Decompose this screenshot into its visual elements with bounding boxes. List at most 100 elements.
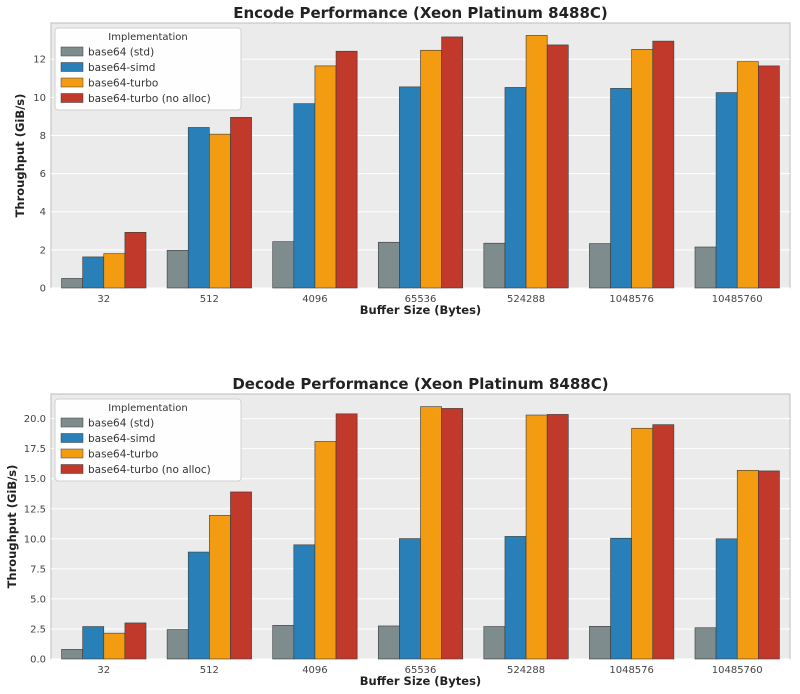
legend-swatch	[60, 433, 84, 443]
x-tick-label: 10485760	[712, 294, 763, 305]
bar-base64-simd-65536	[399, 538, 421, 660]
legend-box	[54, 398, 242, 482]
y-tick-label: 20.0	[24, 414, 46, 425]
bar-base64-std--524288	[483, 626, 506, 660]
x-tick-label: 32	[97, 294, 110, 305]
bar-base64-simd-65536	[399, 86, 421, 289]
bar-base64-turbo-1048576	[631, 49, 654, 289]
x-tick-label: 524288	[507, 294, 545, 305]
bar-base64-turbo-no-alloc--512	[230, 491, 252, 660]
chart-0: 0 2 4 6 8 10 12 32 512 4096 65536 524288 1048576 1048…	[13, 4, 791, 317]
legend-entry: base64-turbo	[88, 449, 158, 461]
y-tick-label: 0.0	[30, 655, 46, 666]
bar-base64-simd-524288	[504, 536, 527, 660]
bar-base64-turbo-10485760	[736, 470, 759, 660]
legend: Implementation base64 (std) base64-simd bas…	[54, 398, 242, 482]
y-tick-label: 12.5	[24, 504, 46, 515]
bar-base64-simd-32	[82, 256, 105, 289]
y-tick-label: 8	[40, 131, 46, 142]
bar-base64-turbo-10485760	[736, 61, 759, 289]
bar-base64-turbo-no-alloc--1048576	[652, 40, 675, 289]
y-tick-label: 7.5	[30, 564, 46, 575]
y-axis-label: Throughput (GiB/s)	[13, 94, 27, 218]
bar-base64-std--512	[166, 629, 189, 660]
legend-swatch	[60, 93, 84, 103]
x-tick-label: 512	[200, 294, 219, 305]
chart-title: Encode Performance (Xeon Platinum 8488C)	[233, 4, 608, 22]
legend-swatch	[60, 62, 84, 72]
legend-swatch	[60, 46, 84, 57]
bar-base64-std--32	[61, 649, 83, 660]
bar-base64-turbo-no-alloc--4096	[335, 50, 358, 289]
bar-base64-turbo-32	[103, 632, 126, 660]
bar-base64-turbo-no-alloc--65536	[441, 36, 464, 289]
bar-base64-simd-32	[82, 626, 105, 660]
bar-base64-turbo-no-alloc--10485760	[758, 470, 780, 660]
y-axis-label: Throughput (GiB/s)	[5, 465, 19, 589]
y-tick-label: 17.5	[24, 444, 46, 455]
bar-base64-turbo-65536	[420, 406, 442, 660]
bar-base64-std--10485760	[694, 627, 717, 660]
bar-base64-simd-10485760	[715, 538, 738, 660]
x-tick-label: 512	[200, 665, 219, 676]
legend: Implementation base64 (std) base64-simd bas…	[54, 27, 242, 111]
bar-base64-turbo-4096	[314, 65, 337, 289]
bar-base64-turbo-no-alloc--1048576	[652, 424, 675, 660]
y-tick-label: 4	[40, 207, 46, 218]
bar-base64-turbo-no-alloc--524288	[546, 44, 569, 289]
y-tick-label: 0	[40, 284, 46, 295]
bar-base64-turbo-524288	[525, 35, 548, 289]
bar-base64-turbo-524288	[525, 414, 548, 660]
bar-base64-turbo-512	[209, 133, 231, 289]
bar-base64-turbo-4096	[314, 441, 337, 660]
x-tick-label: 524288	[507, 665, 545, 676]
bar-base64-std--512	[166, 249, 189, 289]
bar-base64-std--65536	[377, 241, 400, 289]
y-tick-label: 2.5	[30, 624, 46, 635]
chart-title: Decode Performance (Xeon Platinum 8488C)	[232, 375, 608, 393]
x-tick-label: 1048576	[609, 665, 654, 676]
bar-base64-turbo-512	[209, 515, 231, 660]
legend-entry: base64-simd	[88, 433, 155, 445]
bar-base64-simd-1048576	[610, 537, 632, 660]
y-tick-label: 2	[40, 245, 46, 256]
y-tick-label: 15.0	[24, 474, 46, 485]
bar-base64-turbo-no-alloc--524288	[546, 414, 569, 660]
x-tick-label: 10485760	[712, 665, 763, 676]
legend-swatch	[60, 77, 84, 88]
y-tick-label: 10	[33, 93, 46, 104]
bar-base64-std--1048576	[589, 243, 611, 289]
x-tick-label: 65536	[405, 665, 437, 676]
bar-base64-simd-512	[187, 127, 210, 289]
x-tick-label: 4096	[302, 294, 327, 305]
bar-base64-simd-4096	[293, 103, 316, 289]
legend-entry: base64-turbo (no alloc)	[88, 464, 211, 476]
legend-swatch	[60, 417, 84, 428]
legend-entry: base64-simd	[88, 62, 155, 74]
bar-base64-simd-524288	[504, 87, 527, 289]
bar-base64-turbo-1048576	[631, 427, 654, 660]
bar-base64-std--65536	[377, 625, 400, 660]
legend-box	[54, 27, 242, 111]
x-tick-label: 4096	[302, 665, 327, 676]
legend-title: Implementation	[108, 32, 187, 43]
x-axis-label: Buffer Size (Bytes)	[360, 303, 481, 317]
y-tick-label: 6	[40, 169, 46, 180]
bar-base64-std--524288	[483, 242, 506, 289]
bar-base64-turbo-no-alloc--4096	[335, 413, 358, 660]
x-tick-label: 32	[97, 665, 110, 676]
y-tick-label: 10.0	[24, 534, 46, 545]
bar-base64-std--4096	[272, 625, 295, 660]
y-tick-label: 12	[33, 55, 46, 66]
legend-swatch	[60, 464, 84, 474]
bar-base64-simd-512	[187, 551, 210, 660]
legend-entry: base64-turbo	[88, 78, 158, 90]
bar-base64-turbo-no-alloc--32	[124, 232, 147, 289]
legend-entry: base64 (std)	[88, 47, 154, 59]
bar-base64-turbo-no-alloc--65536	[441, 408, 464, 660]
legend-swatch	[60, 448, 84, 459]
bar-base64-std--32	[61, 278, 83, 289]
bar-base64-std--10485760	[694, 246, 717, 289]
legend-entry: base64-turbo (no alloc)	[88, 93, 211, 105]
